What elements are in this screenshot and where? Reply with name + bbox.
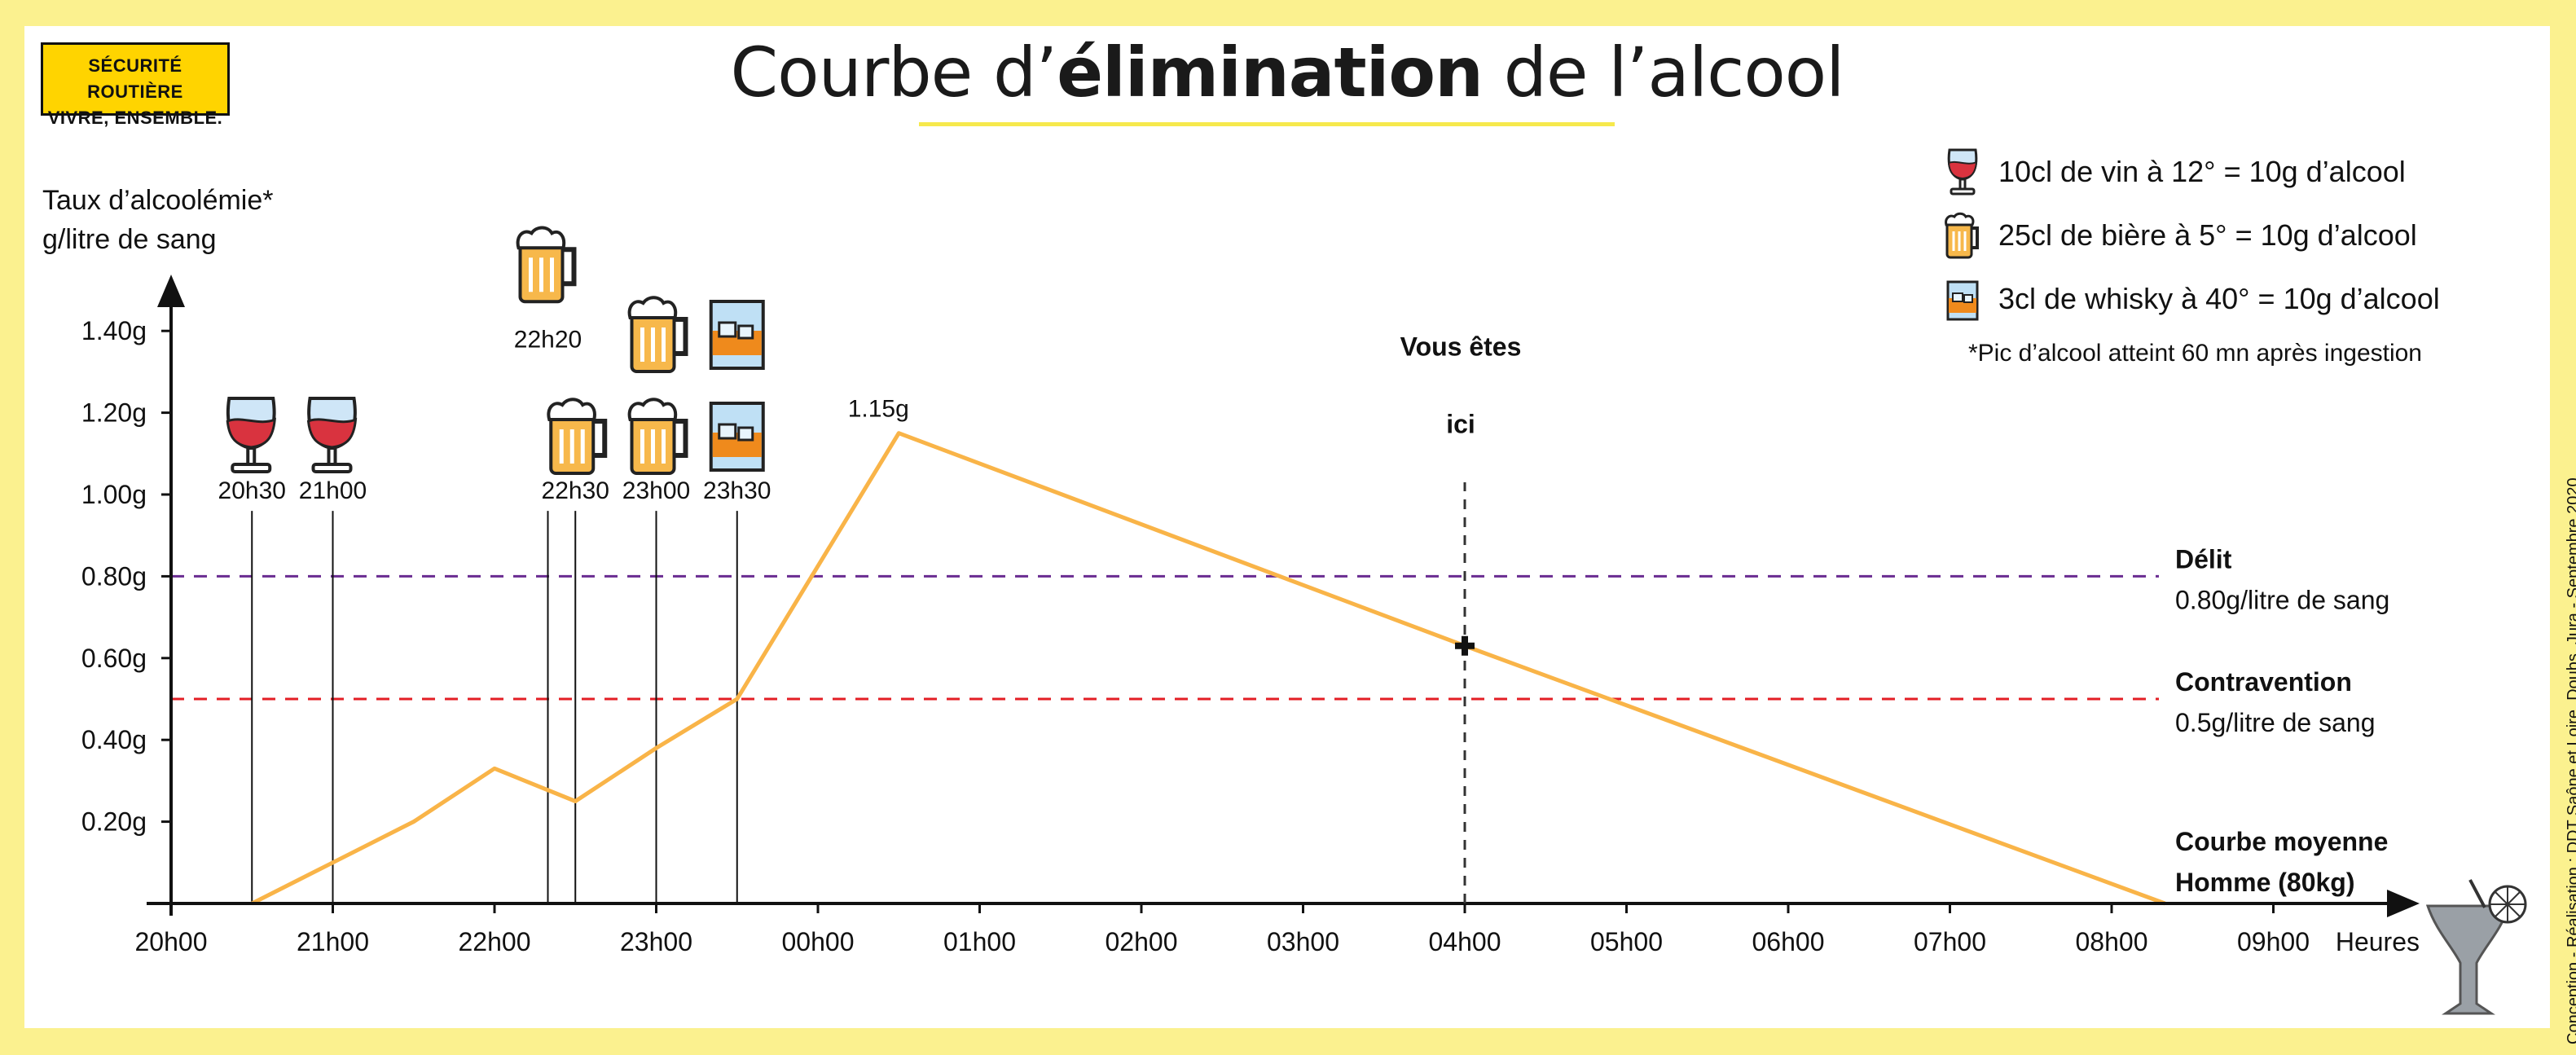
x-tick-label: 21h00	[297, 927, 369, 956]
legend-item-wine: 10cl de vin à 12° = 10g d’alcool	[1943, 148, 2513, 197]
cocktail-glass-icon	[2425, 879, 2527, 1015]
peak-label: 1.15g	[848, 396, 909, 423]
wine-glass-icon	[226, 397, 276, 473]
x-tick-label: 01h00	[943, 927, 1016, 956]
threshold-name: Contravention	[2175, 667, 2352, 697]
drink-time-label: 22h20	[514, 326, 582, 353]
y-tick-label: 1.00g	[81, 480, 147, 509]
beer-mug-icon	[627, 398, 688, 475]
wine-liquid	[306, 417, 358, 449]
legend-item-beer: 25cl de bière à 5° = 10g d’alcool	[1943, 212, 2513, 261]
alcohol-curve	[251, 431, 2166, 906]
credit-text: Conception - Réalisation : DDT Saône et …	[2565, 477, 2576, 1044]
beer-mug-handle	[560, 247, 577, 287]
wine-liquid	[226, 417, 276, 449]
legend-item-whisky: 3cl de whisky à 40° = 10g d’alcool	[1943, 275, 2513, 324]
legend-text-beer: 25cl de bière à 5° = 10g d’alcool	[1998, 218, 2417, 252]
threshold-layer: Délit 0.80g/litre de sang Contravention 0.5…	[171, 544, 2389, 737]
wine-glass-stem	[327, 446, 337, 466]
wine-glass-base	[311, 463, 353, 473]
marker-layer: Vous êtes ici	[1400, 332, 1522, 903]
title-post: de l’alcool	[1482, 33, 1845, 112]
title-underline	[919, 122, 1615, 126]
footnote: *Pic d’alcool atteint 60 mn après ingest…	[1968, 340, 2422, 367]
legend-text-whisky: 3cl de whisky à 40° = 10g d’alcool	[1998, 282, 2440, 315]
y-axis-arrow-icon	[157, 275, 185, 307]
securite-routiere-logo: SÉCURITÉ ROUTIÈRE VIVRE, ENSEMBLE.	[41, 42, 230, 128]
beer-mug-icon	[1945, 212, 1979, 259]
y-axis-title-line-1: Taux d’alcoolémie*	[42, 185, 274, 216]
logo-line-1: SÉCURITÉ ROUTIÈRE	[87, 55, 183, 102]
x-tick-label: 03h00	[1267, 927, 1339, 956]
y-tick-label: 0.40g	[81, 725, 147, 754]
axis-layer: Heures 20h00 21h00 22h00 23h00 00h00 01h00 02h0…	[81, 275, 2420, 956]
x-tick-label: 20h00	[135, 927, 208, 956]
wine-glass-icon	[306, 397, 358, 473]
whisky-glass-icon	[1946, 280, 1979, 321]
x-tick-label: 05h00	[1590, 927, 1663, 956]
ice-cube	[718, 321, 737, 338]
drink-time-label: 20h30	[218, 477, 286, 504]
x-tick-label: 00h00	[782, 927, 855, 956]
drink-time-label: 22h30	[542, 477, 609, 504]
drink-time-label: 23h30	[703, 477, 771, 504]
beer-foam	[547, 398, 596, 421]
beer-mug-handle	[591, 419, 608, 458]
poster-card: SÉCURITÉ ROUTIÈRE VIVRE, ENSEMBLE. Courb…	[24, 26, 2576, 1044]
y-tick-label: 0.60g	[81, 644, 147, 673]
wine-glass-base	[231, 463, 272, 473]
marker-label-line-1: Vous êtes	[1400, 332, 1522, 361]
drink-time-label: 21h00	[299, 477, 367, 504]
beer-mug-icon	[627, 296, 688, 373]
y-tick-label: 1.20g	[81, 398, 147, 428]
ice-cube	[737, 426, 754, 442]
threshold-text: 0.80g/litre de sang	[2175, 585, 2389, 614]
title-bold: élimination	[1057, 33, 1484, 112]
curve-layer: Courbe moyenne Homme (80kg) 1.15g	[251, 396, 2388, 906]
marker-cross-icon	[1455, 635, 1475, 656]
page-title: Courbe d’élimination de l’alcool	[24, 33, 2550, 112]
logo-line-2: VIVRE, ENSEMBLE.	[47, 108, 223, 128]
wine-glass-stem	[246, 446, 257, 466]
x-tick-label: 07h00	[1914, 927, 1986, 956]
title-pre: Courbe d’	[730, 33, 1058, 112]
beer-foam	[627, 296, 678, 319]
chart: Délit 0.80g/litre de sang Contravention 0.5…	[81, 226, 2527, 1015]
curve-name-line-1: Courbe moyenne	[2175, 827, 2388, 856]
x-tick-label: 02h00	[1106, 927, 1178, 956]
whisky-glass-icon	[709, 300, 765, 370]
threshold-name: Délit	[2175, 544, 2232, 574]
beer-mug-handle	[672, 317, 688, 356]
x-axis-title: Heures	[2336, 927, 2420, 956]
drink-layer: 20h30 21h00 22h20 22h30 23h00 23h30	[218, 226, 771, 903]
y-axis-title: Taux d’alcoolémie* g/litre de sang	[42, 181, 274, 259]
ice-cube	[737, 324, 754, 340]
beer-foam	[516, 226, 566, 250]
wine-glass-icon	[1947, 148, 1978, 196]
x-tick-label: 23h00	[620, 927, 692, 956]
ice-cube	[718, 423, 737, 440]
y-tick-label: 0.20g	[81, 807, 147, 837]
curve-name-line-2: Homme (80kg)	[2175, 868, 2355, 897]
drink-time-label: 23h00	[622, 477, 690, 504]
x-tick-label: 06h00	[1752, 927, 1825, 956]
legend-text-wine: 10cl de vin à 12° = 10g d’alcool	[1998, 155, 2406, 188]
x-tick-label: 04h00	[1429, 927, 1501, 956]
x-tick-label: 22h00	[459, 927, 531, 956]
beer-mug-handle	[672, 419, 688, 458]
threshold-text: 0.5g/litre de sang	[2175, 708, 2376, 737]
beer-foam	[627, 398, 678, 421]
whisky-glass-icon	[709, 402, 765, 472]
x-tick-label: 08h00	[2076, 927, 2148, 956]
y-tick-label: 1.40g	[81, 316, 147, 345]
x-axis-arrow-icon	[2387, 890, 2420, 917]
y-tick-label: 0.80g	[81, 561, 147, 591]
marker-label-line-2: ici	[1446, 410, 1475, 439]
cocktail-layer	[2425, 879, 2527, 1015]
x-tick-label: 09h00	[2237, 927, 2310, 956]
y-axis-title-line-2: g/litre de sang	[42, 224, 217, 255]
beer-mug-icon	[516, 226, 577, 304]
beer-mug-icon	[547, 398, 608, 475]
